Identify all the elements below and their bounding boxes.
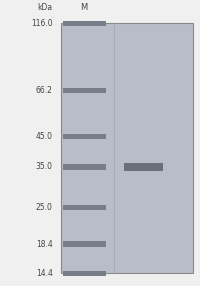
FancyBboxPatch shape <box>63 164 106 170</box>
Text: 45.0: 45.0 <box>36 132 53 141</box>
FancyBboxPatch shape <box>63 241 106 247</box>
Text: 14.4: 14.4 <box>36 269 53 278</box>
FancyBboxPatch shape <box>63 88 106 93</box>
FancyBboxPatch shape <box>124 163 163 171</box>
FancyBboxPatch shape <box>63 205 106 210</box>
Text: 18.4: 18.4 <box>36 239 53 249</box>
Text: 66.2: 66.2 <box>36 86 53 95</box>
Text: 25.0: 25.0 <box>36 203 53 212</box>
FancyBboxPatch shape <box>63 134 106 139</box>
FancyBboxPatch shape <box>63 21 106 26</box>
Text: 116.0: 116.0 <box>31 19 53 28</box>
FancyBboxPatch shape <box>63 271 106 276</box>
Text: M: M <box>81 3 88 12</box>
Text: kDa: kDa <box>38 3 53 12</box>
FancyBboxPatch shape <box>61 23 193 273</box>
Text: 35.0: 35.0 <box>36 162 53 172</box>
